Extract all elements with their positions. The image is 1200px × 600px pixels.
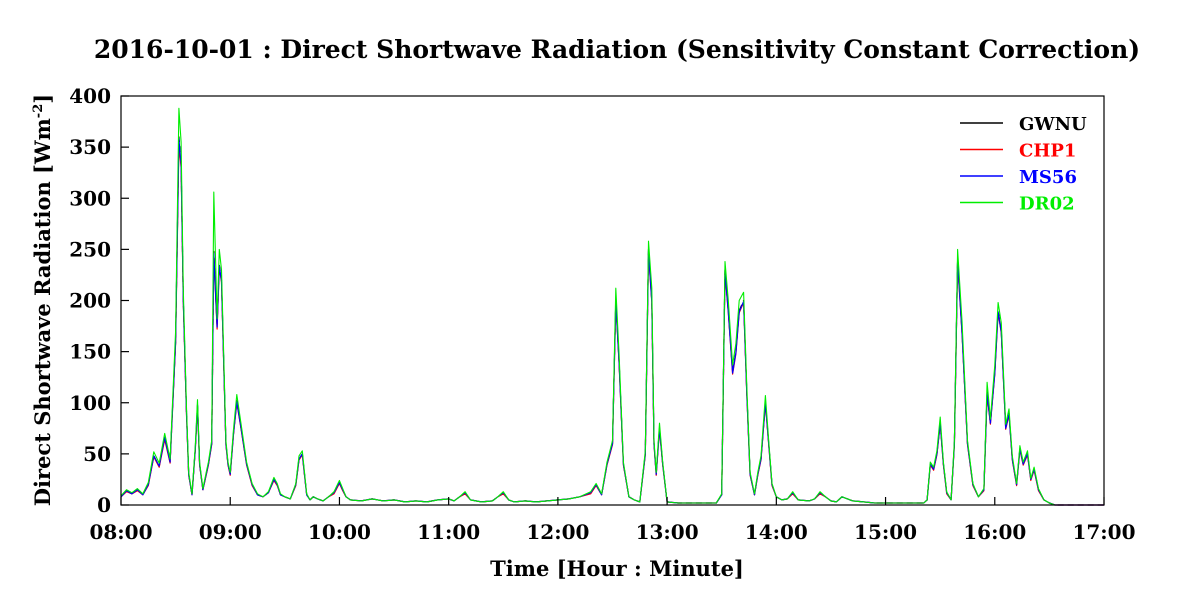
y-tick-label: 250 [69,237,111,261]
y-axis-label-end: ] [30,94,55,104]
y-tick-label: 350 [69,135,111,159]
y-tick-label: 400 [69,84,111,108]
y-axis-label: Direct Shortwave Radiation [Wm-2] [30,94,55,506]
legend-label-chp1: CHP1 [1019,141,1076,162]
x-tick-label: 09:00 [199,520,262,544]
x-tick-label: 12:00 [526,520,589,544]
x-tick-label: 14:00 [745,520,808,544]
x-tick-label: 16:00 [963,520,1026,544]
y-axis: 0 50 100 150 200 250 300 350 400 [69,84,129,517]
x-axis-label: Time [Hour : Minute] [490,556,744,581]
x-tick-label: 15:00 [854,520,917,544]
x-tick-label: 17:00 [1072,520,1135,544]
y-axis-label-sup: -2 [31,104,46,118]
legend-label-ms56: MS56 [1019,167,1077,188]
y-tick-label: 50 [83,442,111,466]
chart-title: 2016-10-01 : Direct Shortwave Radiation … [94,35,1140,64]
series-lines [120,107,1104,506]
x-tick-label: 10:00 [308,520,371,544]
legend-label-gwnu: GWNU [1019,114,1087,135]
y-tick-label: 200 [69,289,111,313]
series-line-dr02 [120,107,1104,506]
y-tick-label: 100 [69,391,111,415]
y-tick-label: 300 [69,186,111,210]
y-tick-label: 0 [97,493,111,517]
y-tick-label: 150 [69,340,111,364]
x-tick-label: 11:00 [417,520,480,544]
legend-label-dr02: DR02 [1019,194,1075,215]
legend: GWNU CHP1 MS56 DR02 [960,114,1087,215]
x-tick-label: 13:00 [636,520,699,544]
x-axis: 08:00 09:00 10:00 11:00 12:00 13:00 14:00 15:00… [89,497,1136,544]
x-tick-label: 08:00 [89,520,152,544]
y-axis-label-main: Direct Shortwave Radiation [Wm [30,118,55,506]
